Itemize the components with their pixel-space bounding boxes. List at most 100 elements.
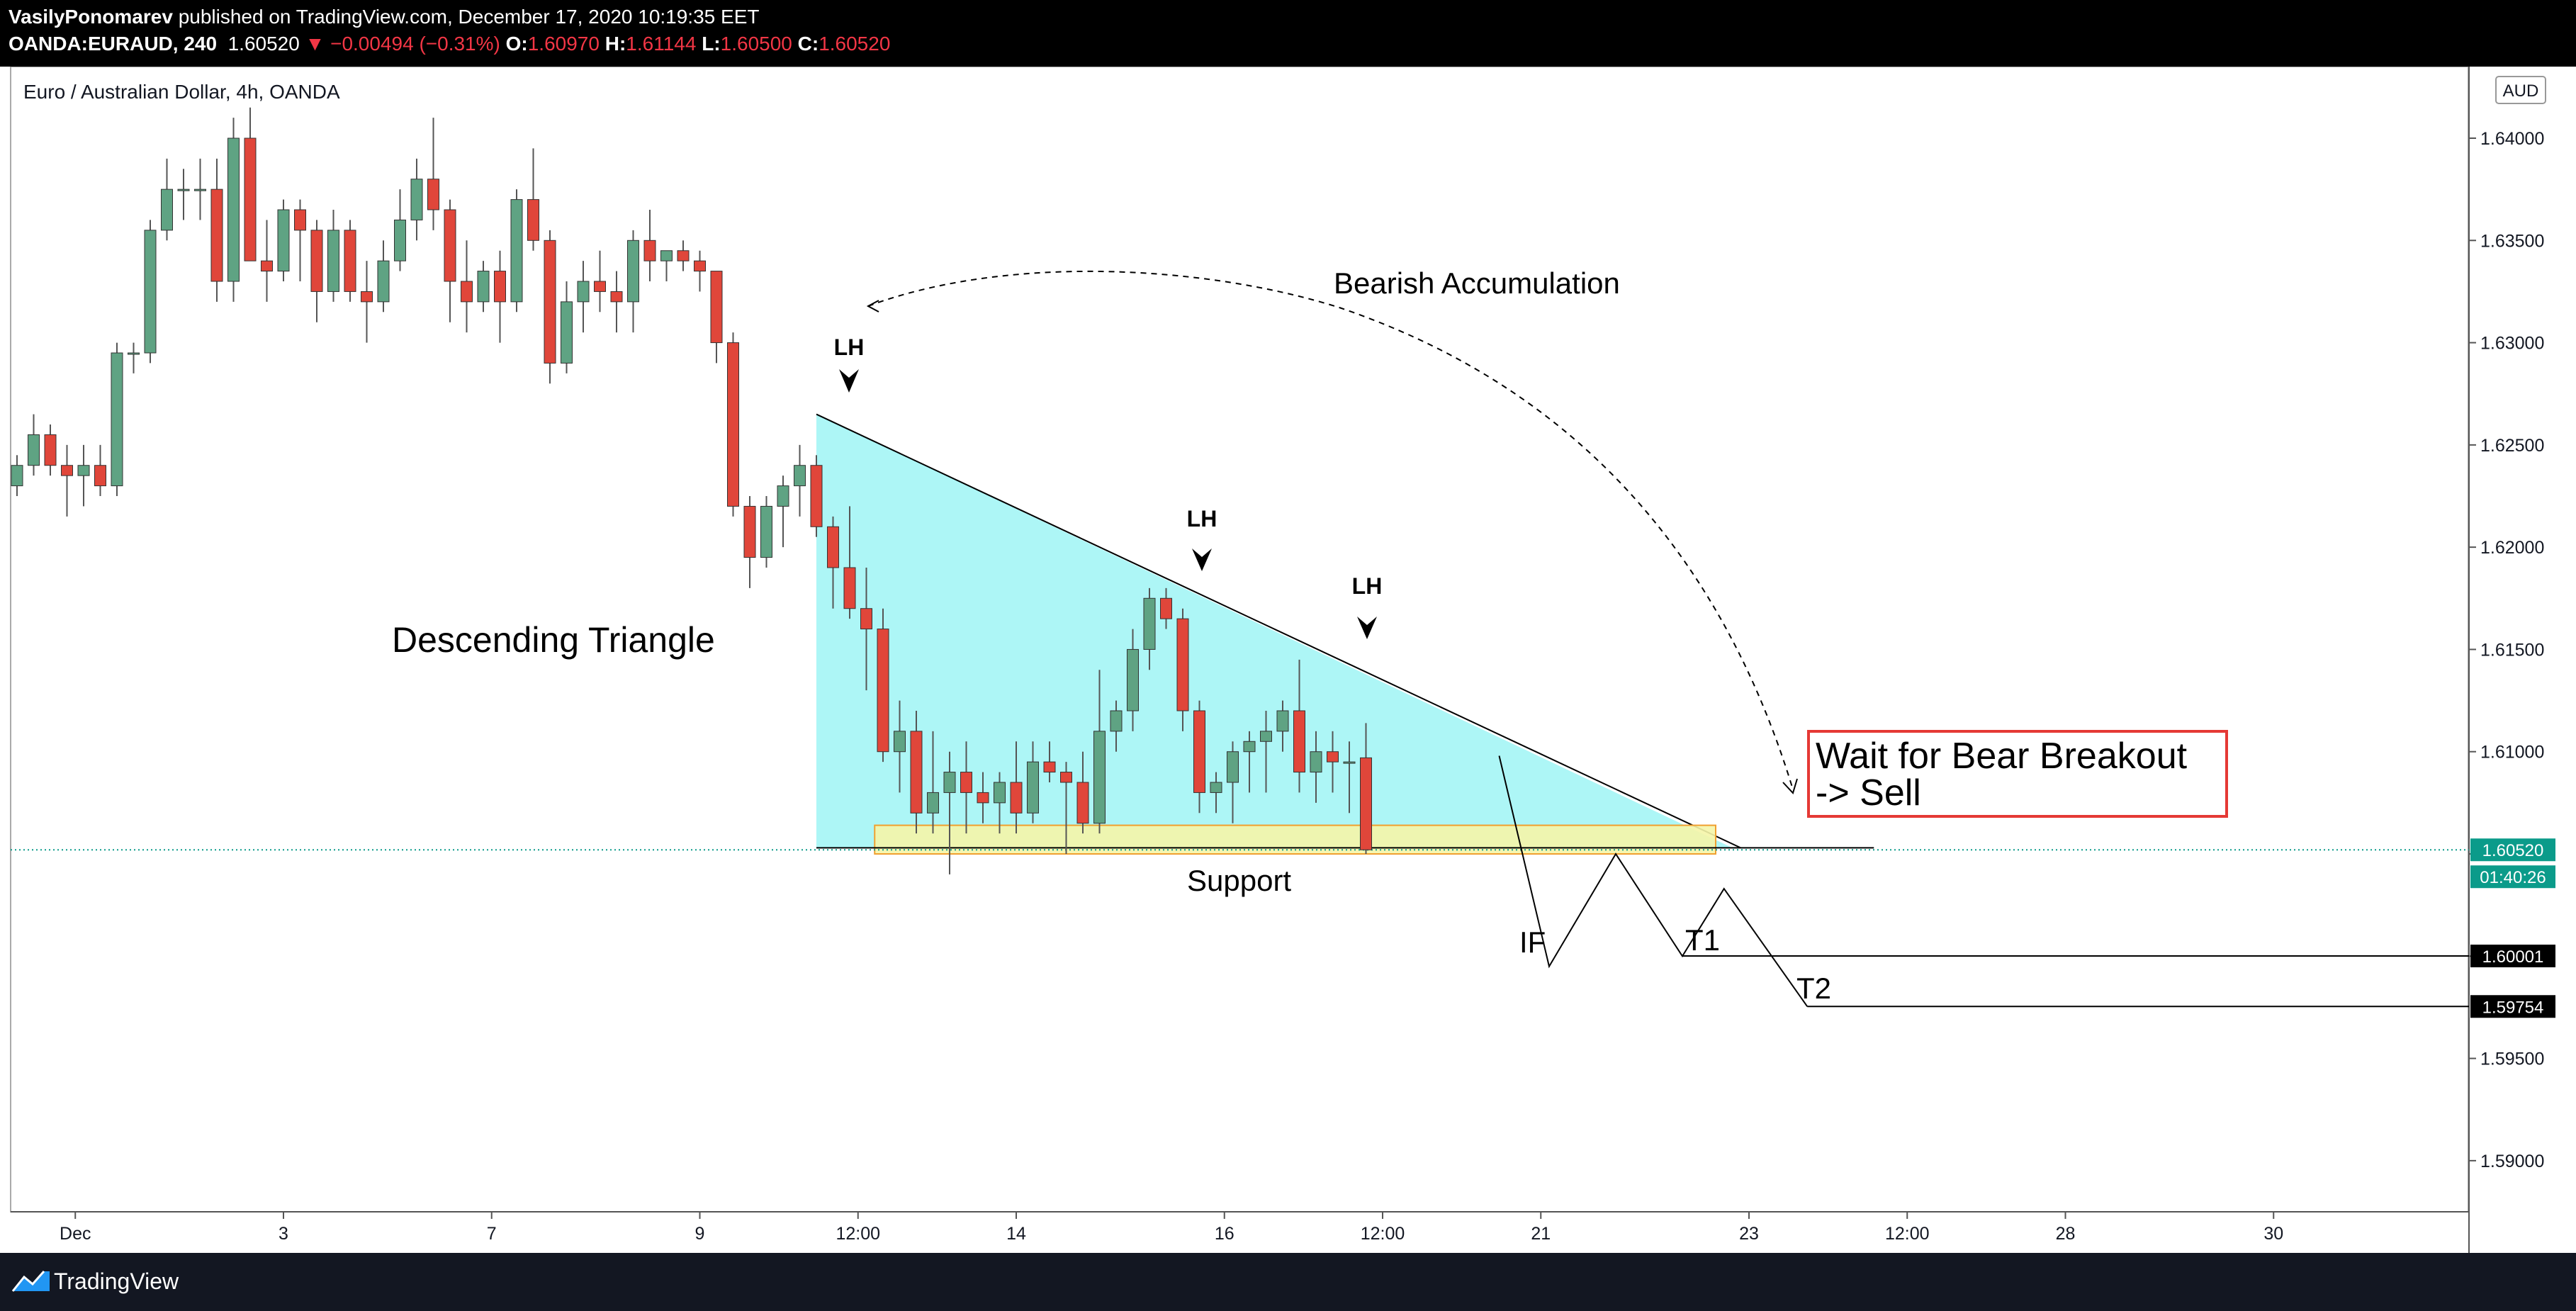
candle-body[interactable] [227,137,240,282]
projection-path[interactable] [1498,755,1809,1007]
candle-body[interactable] [910,731,923,814]
candle-body[interactable] [627,240,639,303]
candle-body[interactable] [261,260,273,272]
candle-body[interactable] [310,230,323,292]
candle-body[interactable] [28,434,40,466]
candle-body[interactable] [1110,710,1123,732]
x-tick-label: 9 [695,1224,705,1244]
candle-body[interactable] [427,179,439,210]
candle-body[interactable] [11,465,23,487]
candle-body[interactable] [1327,751,1339,763]
candle-body[interactable] [111,352,123,487]
candle-body[interactable] [544,240,556,364]
candle-body[interactable] [161,189,173,231]
x-tick-label: 12:00 [836,1224,880,1244]
candle-body[interactable] [577,281,590,303]
candle-body[interactable] [860,608,872,630]
candle-body[interactable] [610,291,623,303]
candle-body[interactable] [977,792,989,804]
candle-body[interactable] [727,342,739,507]
candle-body[interactable] [194,189,206,191]
candle-body[interactable] [1093,731,1106,824]
candle-body[interactable] [294,209,306,231]
candle-body[interactable] [477,271,490,303]
candle-body[interactable] [1227,751,1239,783]
tradingview-logo-icon[interactable] [11,1267,51,1295]
candle-body[interactable] [510,199,523,303]
candle-body[interactable] [1176,618,1189,711]
triangle-resistance-line[interactable] [816,413,1741,849]
tradingview-brand[interactable]: TradingView [54,1268,179,1294]
candle-body[interactable] [44,434,57,466]
candle-body[interactable] [561,301,573,364]
candle-body[interactable] [743,505,756,558]
candle-body[interactable] [527,199,539,241]
candle-body[interactable] [61,465,73,476]
candle-body[interactable] [827,526,839,568]
candle-body[interactable] [77,465,90,476]
candle-body[interactable] [643,240,656,261]
callout-box[interactable] [1807,730,2228,818]
candle-body[interactable] [244,137,257,261]
candle-body[interactable] [994,782,1006,804]
bearish-accumulation-arc[interactable] [867,270,1794,790]
candle-body[interactable] [1010,782,1023,814]
candle-body[interactable] [794,465,806,487]
descending-triangle-area[interactable] [816,414,1733,848]
candle-body[interactable] [327,230,339,292]
candle-body[interactable] [660,250,673,261]
candle-body[interactable] [894,731,906,753]
candle-body[interactable] [1210,782,1222,793]
candle-body[interactable] [927,792,939,814]
candle-body[interactable] [1043,761,1056,773]
candle-body[interactable] [444,209,456,282]
candle-body[interactable] [494,271,506,303]
candle-body[interactable] [1260,731,1272,742]
candle-body[interactable] [960,772,972,793]
candle-body[interactable] [1360,757,1372,850]
candle-body[interactable] [677,250,690,261]
candle-body[interactable] [1143,597,1156,650]
price-chart[interactable]: Euro / Australian Dollar, 4h, OANDA AUD … [0,67,2576,1253]
currency-badge-box[interactable] [2495,76,2546,104]
candle-body[interactable] [1310,751,1322,773]
candle-body[interactable] [177,189,190,191]
close-label: C: [797,33,819,55]
candle-body[interactable] [1076,782,1089,824]
candle-body[interactable] [1276,710,1289,732]
candle-body[interactable] [710,271,723,344]
candle-body[interactable] [1060,772,1072,783]
candle-body[interactable] [461,281,473,303]
candle-body[interactable] [877,629,889,753]
candle-body[interactable] [1293,710,1305,773]
candle-body[interactable] [943,772,956,793]
chart-title: Euro / Australian Dollar, 4h, OANDA [23,81,340,103]
candle-body[interactable] [694,260,706,272]
candle-body[interactable] [394,219,406,261]
candle-body[interactable] [760,505,772,558]
candle-body[interactable] [1160,597,1172,619]
t1-price-badge: 1.60001 [2482,947,2544,967]
callout-line-1: Wait for Bear Breakout [1816,736,2188,777]
candle-body[interactable] [144,230,157,354]
candle-body[interactable] [1027,761,1039,814]
candle-body[interactable] [277,209,290,272]
candle-body[interactable] [344,230,356,292]
candle-body[interactable] [1243,741,1256,753]
candle-body[interactable] [777,485,789,507]
candle-body[interactable] [594,281,606,292]
candle-body[interactable] [1343,761,1356,764]
candle-body[interactable] [410,179,423,220]
candle-body[interactable] [810,465,823,527]
candle-body[interactable] [843,567,856,609]
candle-body[interactable] [377,260,390,303]
candle-body[interactable] [1127,648,1139,711]
author-name[interactable]: VasilyPonomarev [9,6,173,28]
candle-body[interactable] [361,291,373,303]
candle-body[interactable] [210,189,223,282]
current-price-badge-box [2470,838,2555,862]
candle-body[interactable] [128,352,140,355]
chart-area[interactable]: Euro / Australian Dollar, 4h, OANDA AUD … [0,67,2576,1253]
candle-body[interactable] [94,465,106,487]
candle-body[interactable] [1193,710,1205,793]
